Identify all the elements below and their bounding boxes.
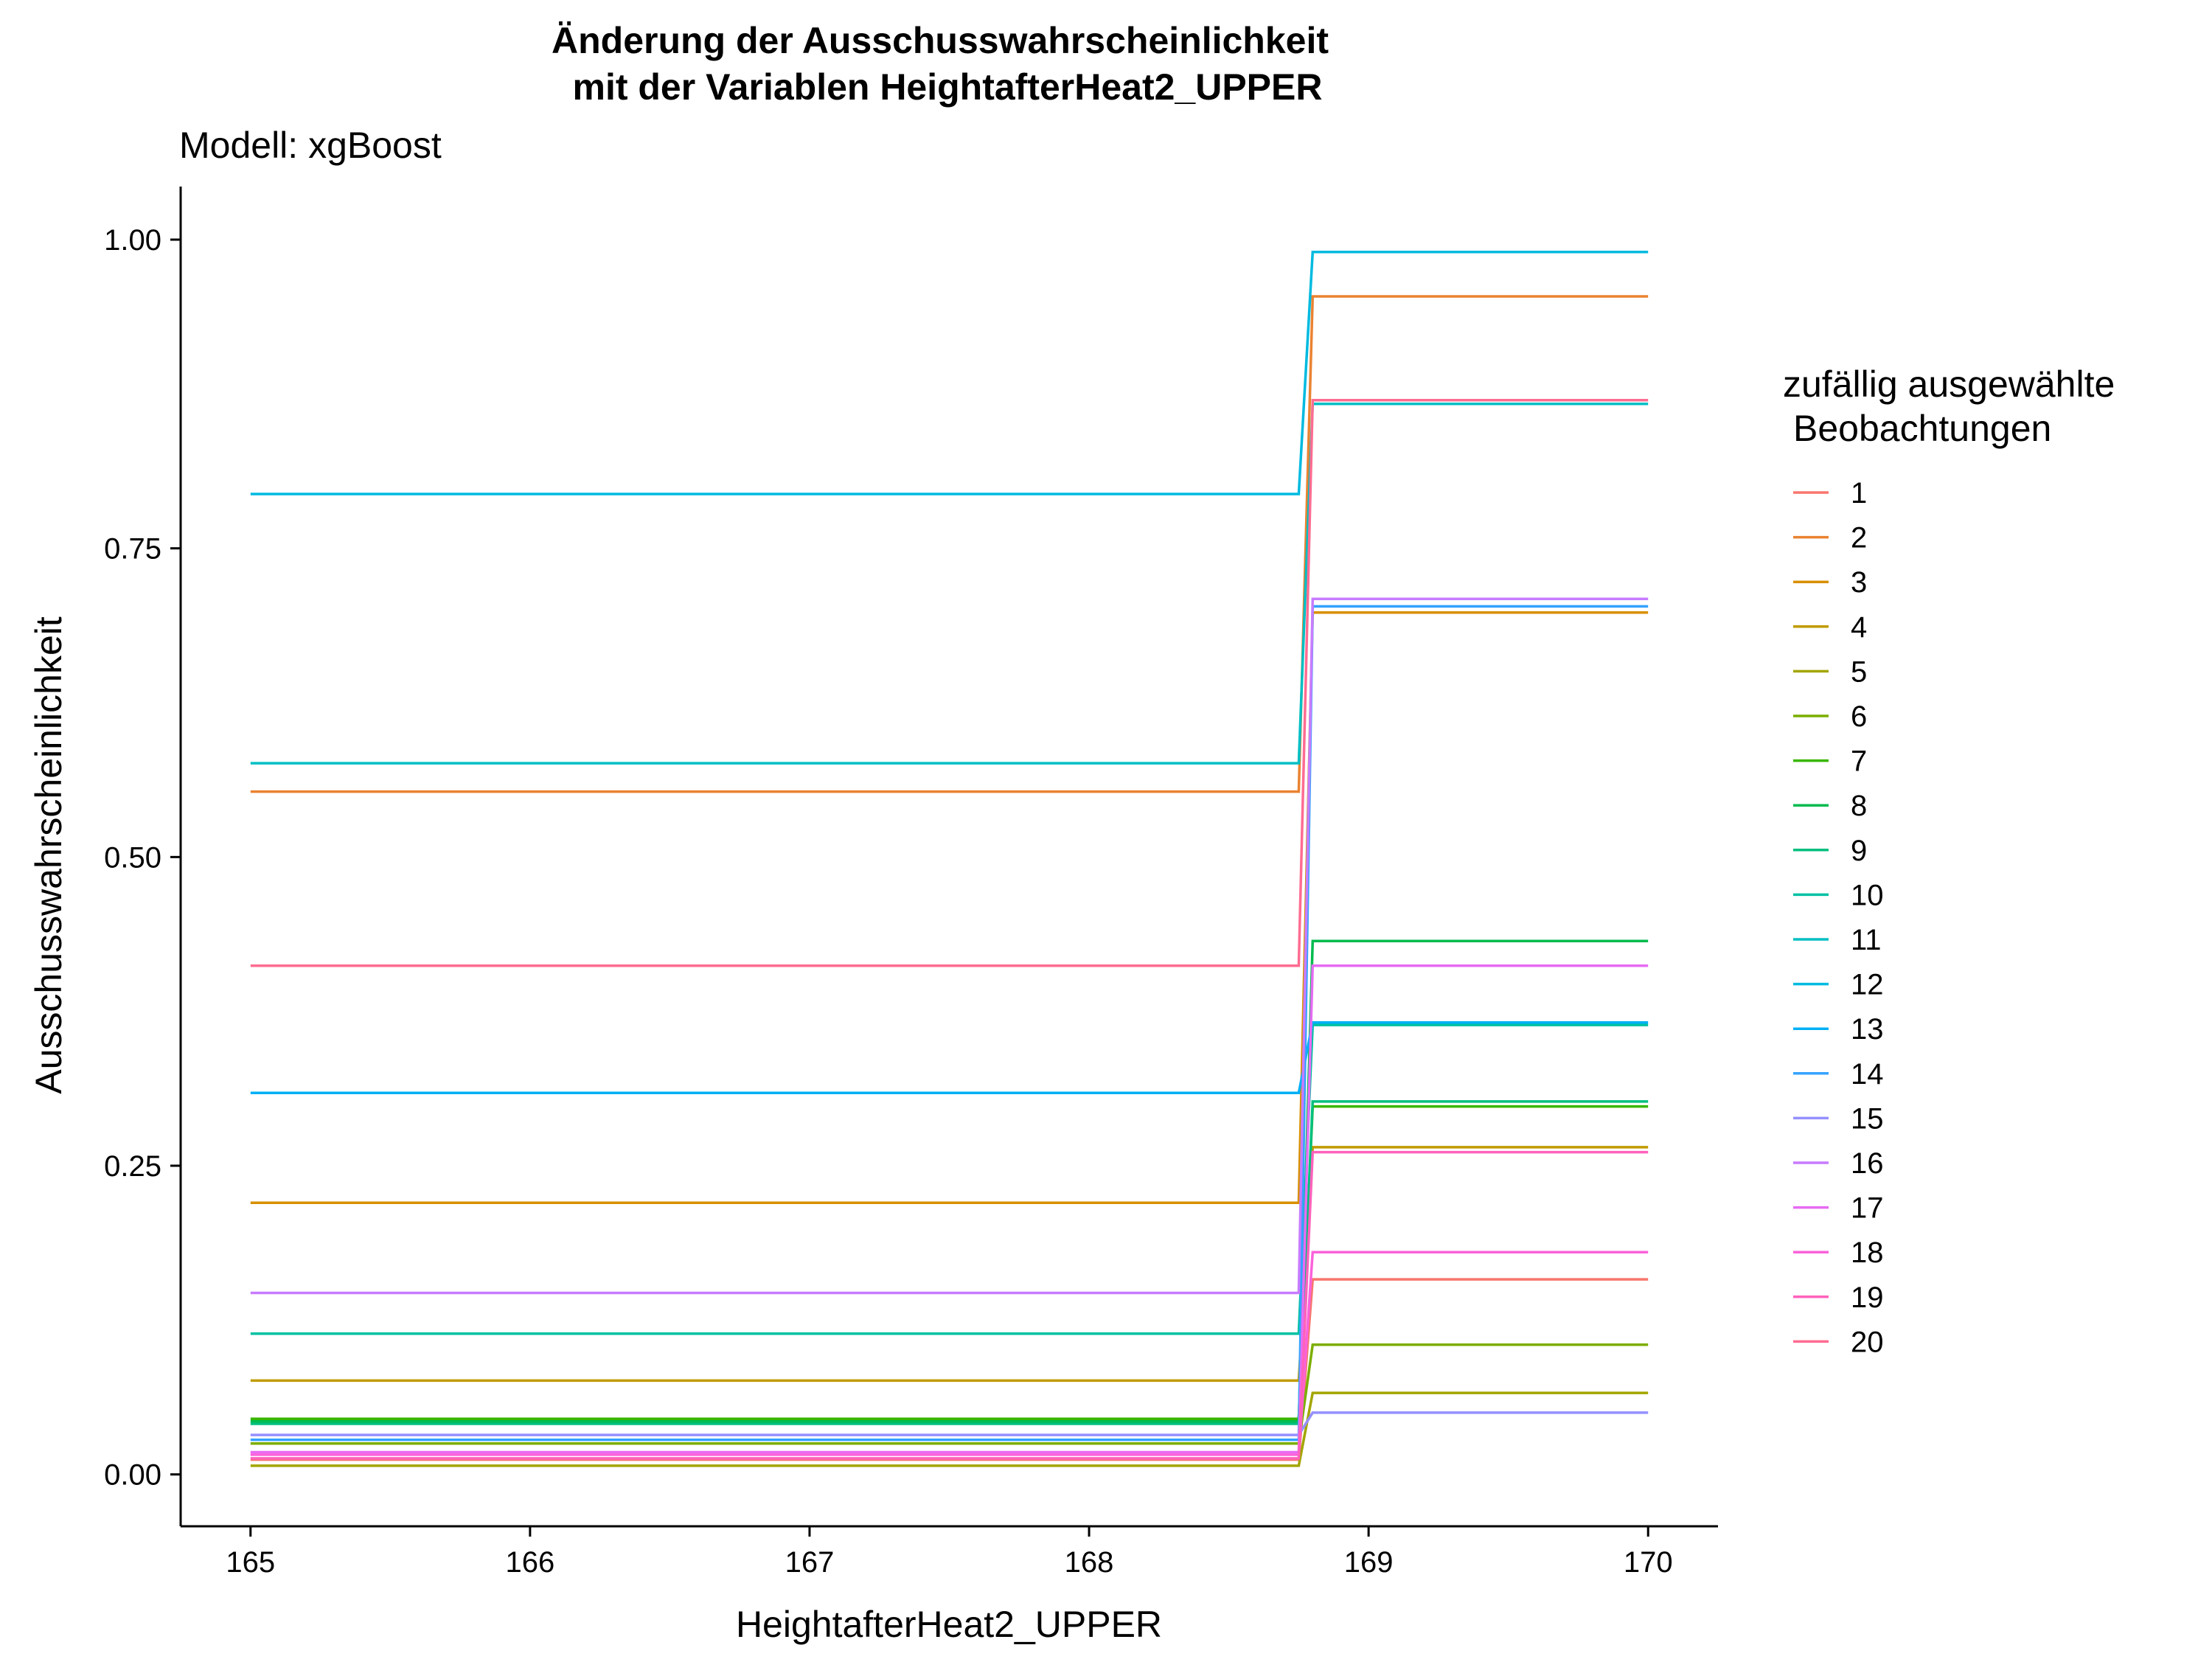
series-line-17	[250, 964, 1649, 1454]
y-tick-label: 1.00	[104, 224, 161, 257]
legend-title-line-2: Beobachtungen	[1793, 408, 2051, 449]
x-tick-label: 170	[1624, 1546, 1673, 1579]
legend-label: 12	[1851, 969, 1884, 1001]
chart-subtitle: Modell: xgBoost	[179, 125, 442, 166]
legend-item-3: 3	[1793, 566, 1867, 599]
legend-label: 11	[1851, 924, 1882, 956]
legend-label: 4	[1851, 611, 1867, 644]
legend-item-5: 5	[1793, 655, 1867, 688]
legend-item-19: 19	[1793, 1281, 1884, 1314]
legend-item-7: 7	[1793, 745, 1867, 778]
axes: 0.00 0.25 0.50 0.75 1.00 165 166 167 168 169 170	[104, 187, 1718, 1579]
legend-label: 3	[1851, 566, 1867, 599]
legend-item-12: 12	[1793, 969, 1884, 1001]
series-line-19	[250, 1150, 1649, 1460]
plot-area	[250, 251, 1649, 1467]
y-tick-label: 0.75	[104, 533, 161, 566]
x-ticks: 165 166 167 168 169 170	[226, 1526, 1673, 1579]
legend-label: 6	[1851, 700, 1867, 733]
series-line-1	[250, 1278, 1649, 1461]
legend-item-6: 6	[1793, 700, 1867, 733]
legend-label: 7	[1851, 745, 1867, 778]
legend-label: 14	[1851, 1058, 1884, 1091]
legend-item-9: 9	[1793, 835, 1867, 867]
y-ticks: 0.00 0.25 0.50 0.75 1.00	[104, 224, 181, 1492]
x-tick-label: 166	[505, 1546, 554, 1579]
chart-title-line-2: mit der Variablen HeightafterHeat2_UPPER	[573, 66, 1323, 108]
legend-item-8: 8	[1793, 790, 1867, 822]
legend-label: 2	[1851, 522, 1867, 554]
series-line-20	[250, 398, 1649, 967]
legend-item-20: 20	[1793, 1326, 1884, 1358]
y-axis-title: Ausschusswahrscheinlichkeit	[28, 616, 69, 1094]
chart-title: Änderung der Ausschusswahrscheinlichkeit…	[552, 20, 1329, 108]
x-axis-title: HeightafterHeat2_UPPER	[736, 1604, 1162, 1645]
legend-item-16: 16	[1793, 1147, 1884, 1180]
legend-item-2: 2	[1793, 522, 1867, 554]
series-line-2	[250, 295, 1649, 793]
series-line-14	[250, 605, 1649, 1441]
legend-label: 16	[1851, 1147, 1884, 1180]
legend-item-14: 14	[1793, 1058, 1884, 1091]
legend-item-1: 1	[1793, 477, 1867, 509]
series-line-11	[250, 402, 1649, 765]
legend-label: 5	[1851, 655, 1867, 688]
legend-label: 9	[1851, 835, 1867, 867]
legend-label: 13	[1851, 1013, 1884, 1046]
series-line-13	[250, 1020, 1649, 1094]
series-line-6	[250, 1343, 1649, 1445]
legend-label: 10	[1851, 879, 1884, 911]
series-line-8	[250, 939, 1649, 1423]
x-tick-label: 169	[1344, 1546, 1394, 1579]
legend-item-13: 13	[1793, 1013, 1884, 1046]
legend-label: 20	[1851, 1326, 1884, 1358]
legend-item-11: 11	[1793, 924, 1882, 956]
legend-label: 17	[1851, 1192, 1884, 1225]
series-line-10	[250, 1023, 1649, 1335]
legend-item-15: 15	[1793, 1102, 1884, 1135]
series-lines	[250, 251, 1649, 1467]
series-line-16	[250, 597, 1649, 1295]
x-tick-label: 165	[226, 1546, 275, 1579]
series-line-9	[250, 1100, 1649, 1425]
legend-item-17: 17	[1793, 1192, 1884, 1225]
legend-item-18: 18	[1793, 1237, 1884, 1269]
series-line-18	[250, 1251, 1649, 1456]
chart-title-line-1: Änderung der Ausschusswahrscheinlichkeit	[552, 20, 1329, 61]
legend-title-line-1: zufällig ausgewählte	[1783, 364, 2115, 405]
series-line-5	[250, 1391, 1649, 1467]
legend-label: 15	[1851, 1102, 1884, 1135]
legend-item-10: 10	[1793, 879, 1884, 911]
legend: zufällig ausgewählte Beobachtungen 12345…	[1783, 364, 2115, 1358]
legend-label: 18	[1851, 1237, 1884, 1269]
legend-label: 1	[1851, 477, 1867, 509]
y-tick-label: 0.00	[104, 1459, 161, 1492]
legend-item-4: 4	[1793, 611, 1867, 644]
y-tick-label: 0.25	[104, 1150, 161, 1183]
x-tick-label: 167	[785, 1546, 835, 1579]
legend-label: 19	[1851, 1281, 1884, 1314]
x-tick-label: 168	[1065, 1546, 1114, 1579]
series-line-3	[250, 611, 1649, 1204]
series-line-15	[250, 1411, 1649, 1436]
y-tick-label: 0.50	[104, 841, 161, 874]
series-line-12	[250, 251, 1649, 495]
legend-label: 8	[1851, 790, 1867, 822]
